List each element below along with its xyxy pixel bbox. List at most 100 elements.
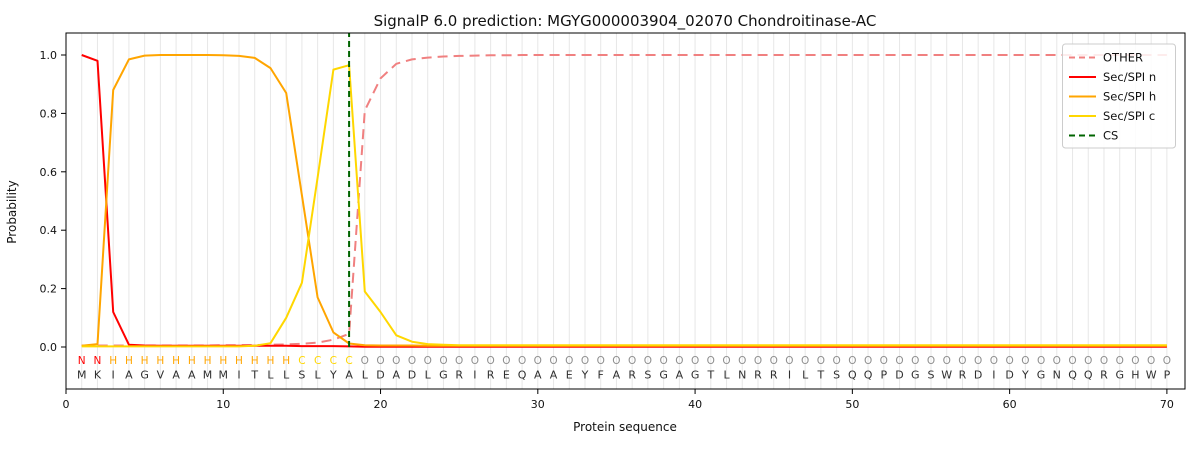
region-label: C (314, 355, 321, 367)
residue-letter: G (439, 369, 448, 382)
residue-letter: Y (581, 369, 589, 382)
region-label: O (1005, 355, 1013, 367)
residue-letter: Q (864, 369, 873, 382)
region-label: H (109, 355, 117, 367)
residue-letter: V (157, 369, 165, 382)
residue-letter: I (992, 369, 995, 382)
region-label: H (266, 355, 274, 367)
residue-letter: Q (848, 369, 857, 382)
region-label: O (801, 355, 809, 367)
legend-label-other: OTHER (1103, 51, 1143, 65)
residue-letter: I (473, 369, 476, 382)
region-label: H (156, 355, 164, 367)
residue-letter: G (911, 369, 920, 382)
region-label: O (1100, 355, 1108, 367)
legend-label-sec-spi-n: Sec/SPI n (1103, 70, 1156, 84)
residue-letter: A (534, 369, 542, 382)
region-label: O (471, 355, 479, 367)
residue-letter: M (77, 369, 87, 382)
residue-letter: I (788, 369, 791, 382)
region-label: O (581, 355, 589, 367)
x-tick-label: 50 (845, 398, 859, 411)
x-tick-label: 30 (531, 398, 545, 411)
region-label: O (974, 355, 982, 367)
region-label: O (707, 355, 715, 367)
region-label: O (943, 355, 951, 367)
residue-letter: L (315, 369, 322, 382)
residue-letter: G (691, 369, 700, 382)
residue-letter: P (880, 369, 887, 382)
axes-layer: 0 10 20 30 40 50 60 70 0.0 0.2 0.4 0.6 0.8 1.0 (40, 32, 1186, 411)
y-tick-label: 0.2 (40, 283, 58, 296)
region-label: H (204, 355, 212, 367)
region-label: O (832, 355, 840, 367)
region-label: O (1131, 355, 1139, 367)
x-tick-label: 60 (1003, 398, 1017, 411)
plot-border (65, 32, 1186, 390)
residue-letter: S (927, 369, 934, 382)
y-tick-label: 0.0 (40, 341, 58, 354)
x-axis-label: Protein sequence (573, 420, 677, 434)
residue-letter: I (237, 369, 240, 382)
residue-letter: L (425, 369, 432, 382)
residue-letter: A (345, 369, 353, 382)
region-label: O (911, 355, 919, 367)
region-label: O (518, 355, 526, 367)
region-label: C (298, 355, 305, 367)
x-tick-label: 10 (216, 398, 230, 411)
residue-letter: G (659, 369, 668, 382)
residue-letter: R (754, 369, 762, 382)
residue-letter: G (1115, 369, 1124, 382)
region-label: O (770, 355, 778, 367)
y-tick-label: 0.6 (40, 166, 58, 179)
residue-letter: Q (1084, 369, 1093, 382)
region-label: O (486, 355, 494, 367)
region-label: O (376, 355, 384, 367)
region-label: O (408, 355, 416, 367)
residue-letter: T (817, 369, 825, 382)
residue-letter: A (188, 369, 196, 382)
series-line-sec-spi-h (81, 54, 1167, 347)
y-tick-label: 0.4 (40, 224, 58, 237)
series-line-sec-spi-c (81, 64, 1167, 348)
residue-letter: M (219, 369, 229, 382)
region-label: O (502, 355, 510, 367)
residue-letter: A (550, 369, 558, 382)
region-label: O (785, 355, 793, 367)
region-label: O (958, 355, 966, 367)
region-label: O (597, 355, 605, 367)
region-label: O (675, 355, 683, 367)
residue-letter: S (833, 369, 840, 382)
region-label: O (1037, 355, 1045, 367)
region-label: O (565, 355, 573, 367)
residue-letter: F (598, 369, 604, 382)
residue-letter: D (895, 369, 903, 382)
legend-box (1062, 43, 1176, 149)
region-label: N (94, 355, 102, 367)
region-label: O (1116, 355, 1124, 367)
region-label: O (549, 355, 557, 367)
y-tick-label: 1.0 (40, 49, 58, 62)
series-layer (81, 54, 1167, 348)
region-label: O (1084, 355, 1092, 367)
region-label: O (534, 355, 542, 367)
residue-letter: L (267, 369, 274, 382)
region-label: H (251, 355, 259, 367)
grid-layer (81, 33, 1168, 389)
region-label: O (990, 355, 998, 367)
region-label: C (345, 355, 352, 367)
residue-letter: W (1146, 369, 1157, 382)
region-label: O (1163, 355, 1171, 367)
residue-letter: G (140, 369, 149, 382)
region-label: O (880, 355, 888, 367)
region-label: O (1053, 355, 1061, 367)
residue-letter: D (974, 369, 982, 382)
region-label: O (848, 355, 856, 367)
region-label: O (927, 355, 935, 367)
residue-letter: T (706, 369, 714, 382)
residue-letter: E (503, 369, 510, 382)
legend-label-sec-spi-h: Sec/SPI h (1103, 90, 1156, 104)
region-label: H (188, 355, 196, 367)
sequence-letters-layer: NMNKHIHAHGHVHAHAHMHMHIHTHLHLCSCLCYCAOLOD… (77, 355, 1171, 382)
